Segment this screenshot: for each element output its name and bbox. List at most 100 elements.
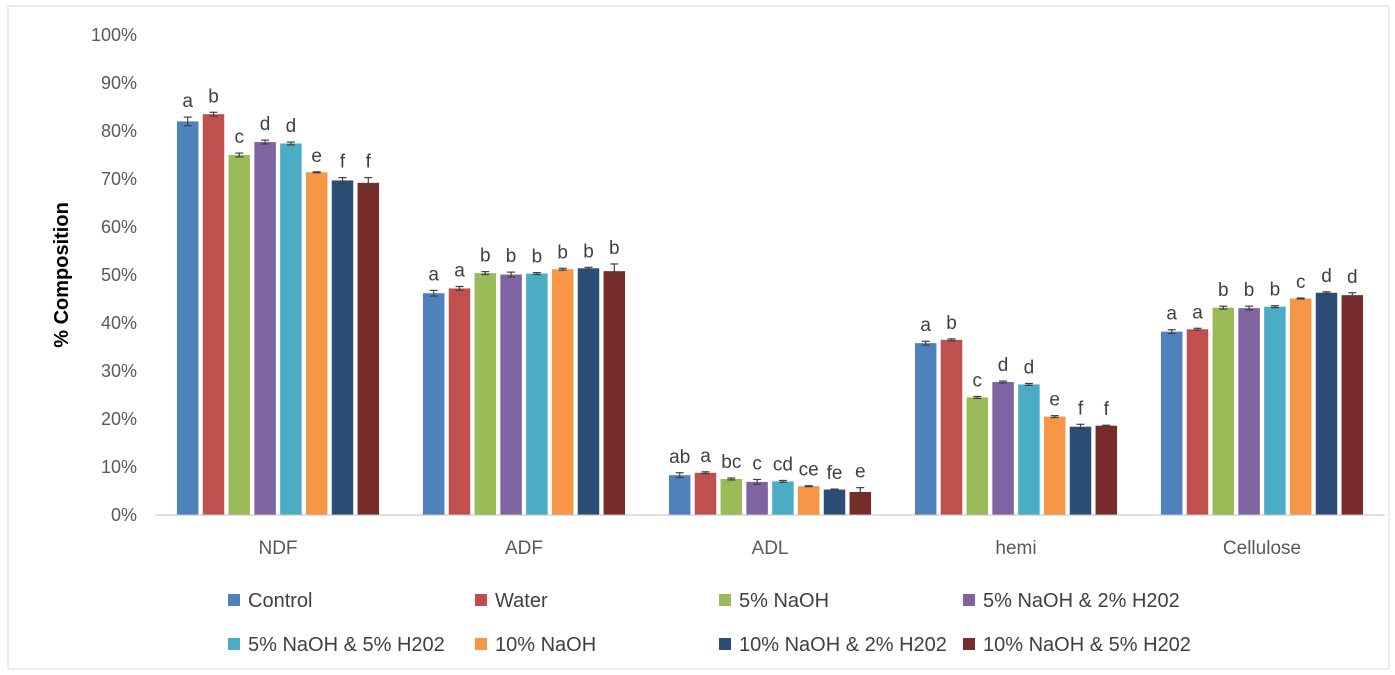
y-tick-label: 80% — [101, 121, 137, 141]
significance-letter: b — [946, 313, 957, 334]
legend-swatch — [719, 638, 731, 650]
significance-letter: e — [855, 462, 866, 483]
bar — [357, 182, 380, 515]
bar — [746, 481, 768, 515]
bar — [577, 268, 600, 515]
significance-letter: c — [973, 370, 983, 391]
y-tick-label: 100% — [91, 25, 137, 45]
significance-letter: bc — [721, 452, 741, 473]
significance-letter: a — [700, 446, 711, 467]
bar — [797, 486, 820, 515]
legend-label: 10% NaOH — [495, 634, 596, 656]
significance-letter: c — [752, 453, 762, 474]
significance-letter: f — [340, 152, 346, 173]
bar — [254, 142, 276, 516]
y-axis-ticks: 0% 10% 20% 30% 40% 50% 60% 70% 80% 90% 100% — [91, 25, 137, 525]
y-tick-label: 60% — [101, 217, 137, 237]
y-tick-label: 70% — [101, 169, 137, 189]
bar — [1264, 306, 1286, 515]
y-tick-label: 20% — [101, 409, 137, 429]
bar — [1315, 292, 1338, 515]
bar — [448, 288, 471, 515]
bar — [720, 479, 743, 515]
y-tick-label: 90% — [101, 73, 137, 93]
y-tick-label: 10% — [101, 457, 137, 477]
significance-letter: e — [311, 146, 322, 167]
bar — [1095, 425, 1118, 515]
significance-letter: d — [1347, 267, 1358, 288]
bar — [1341, 295, 1364, 515]
significance-letter: fe — [827, 463, 843, 484]
legend-swatch — [963, 594, 975, 606]
significance-letter: a — [428, 264, 439, 285]
significance-letter: d — [1024, 357, 1035, 378]
significance-letter: b — [506, 246, 517, 267]
x-tick-label: ADL — [752, 538, 789, 559]
bar — [694, 472, 717, 515]
legend-swatch — [963, 638, 975, 650]
significance-letter: c — [235, 127, 245, 148]
bar — [668, 475, 691, 515]
legend-label: Control — [248, 590, 312, 612]
legend-swatch — [228, 638, 240, 650]
significance-letter: e — [1049, 390, 1060, 411]
significance-letter: d — [286, 116, 297, 137]
bar — [992, 382, 1014, 515]
legend: Control Water 5% NaOH 5% NaOH & 2% H202 5% N… — [228, 590, 1191, 656]
bar — [280, 143, 302, 516]
significance-letter: a — [182, 91, 193, 112]
legend-swatch — [475, 638, 487, 650]
significance-letter: cd — [773, 454, 793, 475]
significance-letter: d — [998, 355, 1009, 376]
legend-label: 5% NaOH & 5% H202 — [248, 634, 445, 656]
bar — [849, 491, 872, 515]
significance-letter: ab — [669, 447, 690, 468]
x-axis-ticks: NDF ADF ADL hemi Cellulose — [258, 538, 1301, 559]
y-tick-label: 40% — [101, 313, 137, 333]
bar — [1160, 331, 1183, 515]
significance-letter: c — [1296, 272, 1306, 293]
x-tick-label: NDF — [258, 538, 297, 559]
significance-letter: b — [1270, 280, 1281, 301]
y-tick-label: 50% — [101, 265, 137, 285]
significance-letter: f — [366, 152, 372, 173]
y-axis-label: % Composition — [51, 202, 73, 348]
significance-letter: f — [1104, 399, 1110, 420]
bar — [526, 273, 548, 515]
significance-letter: b — [557, 242, 568, 263]
bar — [940, 339, 963, 515]
bar — [176, 121, 199, 516]
bar — [1238, 308, 1260, 515]
significance-letter: b — [609, 238, 620, 259]
significance-letter: ce — [799, 460, 819, 481]
bar — [305, 172, 328, 515]
bar — [1043, 416, 1066, 515]
significance-letter: f — [1078, 398, 1084, 419]
bar — [914, 343, 937, 515]
legend-swatch — [228, 594, 240, 606]
significance-letter: b — [583, 241, 594, 262]
significance-letter: b — [1218, 280, 1229, 301]
x-tick-label: Cellulose — [1223, 538, 1301, 559]
legend-swatch — [475, 594, 487, 606]
legend-swatch — [719, 594, 731, 606]
legend-label: 5% NaOH & 2% H202 — [983, 590, 1180, 612]
bar — [966, 397, 989, 515]
significance-letter: b — [208, 86, 219, 107]
plot-area: a bcd de f fa ab b b b b bab a bc c cd ce fe ea bcd de f fa ab… — [155, 86, 1385, 516]
legend-label: Water — [495, 590, 548, 612]
significance-letter: a — [1192, 302, 1203, 323]
bar — [422, 293, 445, 515]
bar — [1018, 384, 1040, 515]
significance-letter: a — [920, 315, 931, 336]
significance-letter: b — [532, 247, 543, 268]
legend-label: 10% NaOH & 5% H202 — [983, 634, 1191, 656]
y-tick-label: 30% — [101, 361, 137, 381]
bar — [823, 489, 846, 515]
bar — [474, 273, 497, 515]
bar — [202, 114, 225, 515]
bar — [1186, 329, 1209, 515]
bar — [1069, 426, 1092, 515]
significance-letter: b — [480, 246, 491, 267]
